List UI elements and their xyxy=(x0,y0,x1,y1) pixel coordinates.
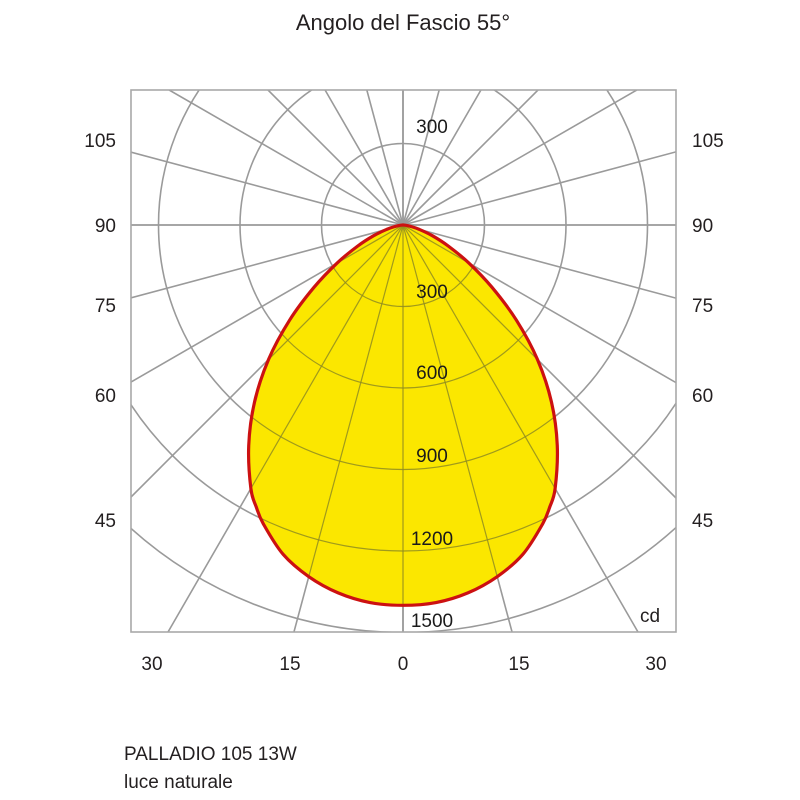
right-angle-axis: 105 90 75 60 45 xyxy=(692,131,724,532)
bottom-angle-tick-0: 30 xyxy=(141,654,162,675)
left-angle-tick-105: 105 xyxy=(84,131,116,152)
right-angle-tick-90: 90 xyxy=(692,216,713,237)
ring-label-1: 300 xyxy=(416,282,448,303)
ring-label-4: 1200 xyxy=(411,529,453,550)
ring-label-0: 300 xyxy=(416,117,448,138)
right-angle-tick-105: 105 xyxy=(692,131,724,152)
intensity-curve-outline xyxy=(247,223,559,607)
ring-label-3: 900 xyxy=(416,446,448,467)
luminaire-name-label: PALLADIO 105 13W xyxy=(124,744,297,765)
plot-frame xyxy=(130,89,677,633)
left-angle-tick-90: 90 xyxy=(95,216,116,237)
bottom-angle-tick-3: 15 xyxy=(508,654,529,675)
candela-unit-label: cd xyxy=(640,606,660,627)
left-angle-axis: 105 90 75 60 45 xyxy=(84,131,116,532)
bottom-angle-axis: 30 15 0 15 30 xyxy=(141,654,666,675)
ring-label-5: 1500 xyxy=(411,611,453,632)
grid-inside-curve xyxy=(248,225,558,606)
lamp-color-label: luce naturale xyxy=(124,772,233,793)
right-angle-tick-75: 75 xyxy=(692,296,713,317)
bottom-angle-tick-1: 15 xyxy=(279,654,300,675)
ring-label-2: 600 xyxy=(416,363,448,384)
left-angle-tick-75: 75 xyxy=(95,296,116,317)
right-angle-tick-45: 45 xyxy=(692,511,713,532)
chart-title: Angolo del Fascio 55° xyxy=(296,10,510,35)
bottom-angle-tick-4: 30 xyxy=(645,654,666,675)
left-angle-tick-45: 45 xyxy=(95,511,116,532)
radial-ring-labels: 300 300 600 900 1200 1500 xyxy=(411,117,453,632)
bottom-angle-tick-2: 0 xyxy=(398,654,409,675)
right-angle-tick-60: 60 xyxy=(692,386,713,407)
left-angle-tick-60: 60 xyxy=(95,386,116,407)
